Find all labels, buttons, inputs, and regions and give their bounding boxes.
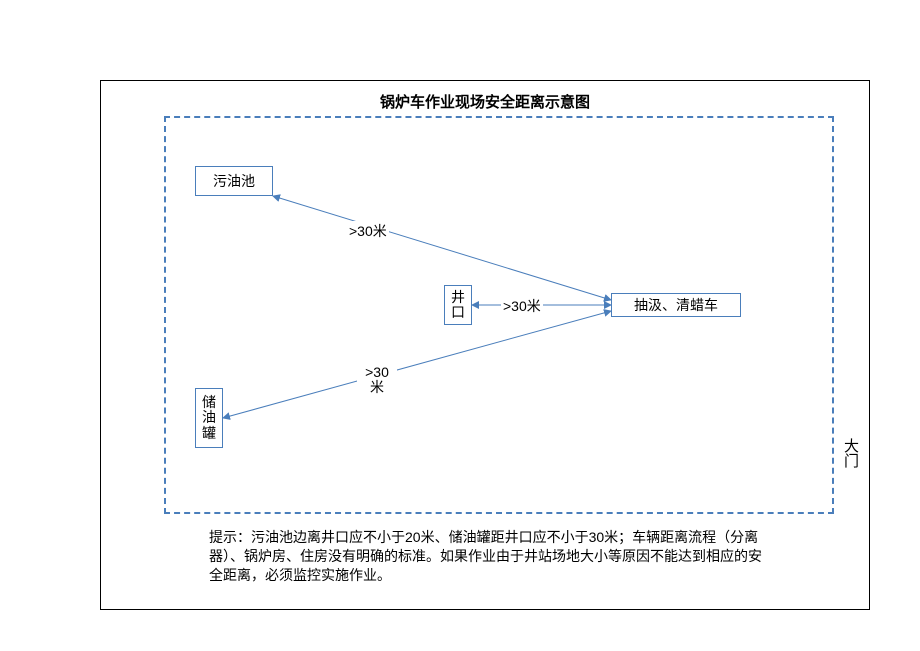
outer-frame: 锅炉车作业现场安全距离示意图 污油池 井口 抽汲、清蜡车 储油罐 >30米 >3… xyxy=(100,80,870,610)
node-waste-oil-pool: 污油池 xyxy=(195,166,273,196)
node-vehicle: 抽汲、清蜡车 xyxy=(611,293,741,317)
node-waste-oil-pool-label: 污油池 xyxy=(213,171,255,191)
edge-label-pool: >30米 xyxy=(347,221,389,241)
node-wellhead-label: 井口 xyxy=(447,290,469,321)
gate-label: 大门 xyxy=(840,438,861,468)
node-oil-tank-label: 储油罐 xyxy=(198,395,220,441)
edge-label-tank: >30米 xyxy=(357,365,397,396)
node-oil-tank: 储油罐 xyxy=(195,388,223,448)
edge-label-wellhead: >30米 xyxy=(501,296,543,316)
node-vehicle-label: 抽汲、清蜡车 xyxy=(634,295,718,315)
hint-text: 提示：污油池边离井口应不小于20米、储油罐距井口应不小于30米；车辆距离流程（分… xyxy=(209,528,769,585)
diagram-title: 锅炉车作业现场安全距离示意图 xyxy=(101,91,869,112)
node-wellhead: 井口 xyxy=(444,285,472,325)
